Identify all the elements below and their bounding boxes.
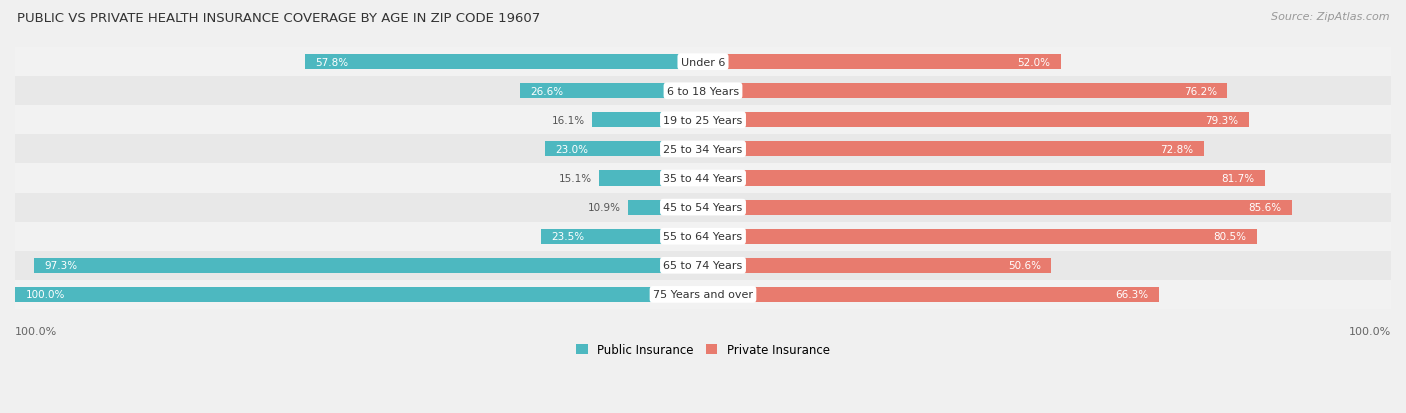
Legend: Public Insurance, Private Insurance: Public Insurance, Private Insurance (571, 338, 835, 361)
Text: Source: ZipAtlas.com: Source: ZipAtlas.com (1271, 12, 1389, 22)
Bar (541, 229, 703, 244)
Text: 66.3%: 66.3% (1116, 290, 1149, 300)
Bar (628, 200, 703, 215)
Bar (15, 135, 1391, 164)
Text: 100.0%: 100.0% (1348, 327, 1391, 337)
Text: PUBLIC VS PRIVATE HEALTH INSURANCE COVERAGE BY AGE IN ZIP CODE 19607: PUBLIC VS PRIVATE HEALTH INSURANCE COVER… (17, 12, 540, 25)
Text: 35 to 44 Years: 35 to 44 Years (664, 173, 742, 184)
Text: 6 to 18 Years: 6 to 18 Years (666, 87, 740, 97)
Text: 81.7%: 81.7% (1222, 173, 1254, 184)
Text: 19 to 25 Years: 19 to 25 Years (664, 116, 742, 126)
Text: 97.3%: 97.3% (44, 261, 77, 271)
Bar (703, 287, 1159, 302)
Text: 10.9%: 10.9% (588, 203, 621, 213)
Text: 23.0%: 23.0% (555, 145, 588, 154)
Text: 52.0%: 52.0% (1018, 57, 1050, 67)
Text: 100.0%: 100.0% (15, 327, 58, 337)
Bar (703, 171, 1265, 186)
Text: 57.8%: 57.8% (316, 57, 349, 67)
Bar (599, 171, 703, 186)
Bar (15, 106, 1391, 135)
Text: 65 to 74 Years: 65 to 74 Years (664, 261, 742, 271)
Bar (15, 48, 1391, 77)
Bar (703, 200, 1292, 215)
Bar (703, 55, 1060, 70)
Bar (15, 287, 703, 302)
Text: 85.6%: 85.6% (1249, 203, 1282, 213)
Bar (15, 222, 1391, 251)
Bar (305, 55, 703, 70)
Bar (703, 113, 1249, 128)
Bar (592, 113, 703, 128)
Text: 23.5%: 23.5% (551, 232, 585, 242)
Text: 55 to 64 Years: 55 to 64 Years (664, 232, 742, 242)
Text: 79.3%: 79.3% (1205, 116, 1239, 126)
Text: 45 to 54 Years: 45 to 54 Years (664, 203, 742, 213)
Bar (703, 142, 1204, 157)
Bar (15, 164, 1391, 193)
Bar (544, 142, 703, 157)
Text: 72.8%: 72.8% (1160, 145, 1194, 154)
Text: 50.6%: 50.6% (1008, 261, 1040, 271)
Text: 16.1%: 16.1% (553, 116, 585, 126)
Text: 75 Years and over: 75 Years and over (652, 290, 754, 300)
Text: 80.5%: 80.5% (1213, 232, 1247, 242)
Bar (15, 193, 1391, 222)
Text: 26.6%: 26.6% (530, 87, 564, 97)
Text: Under 6: Under 6 (681, 57, 725, 67)
Bar (703, 84, 1227, 99)
Bar (520, 84, 703, 99)
Bar (34, 258, 703, 273)
Text: 15.1%: 15.1% (560, 173, 592, 184)
Bar (15, 251, 1391, 280)
Bar (703, 229, 1257, 244)
Bar (703, 258, 1052, 273)
Text: 25 to 34 Years: 25 to 34 Years (664, 145, 742, 154)
Text: 76.2%: 76.2% (1184, 87, 1218, 97)
Text: 100.0%: 100.0% (25, 290, 65, 300)
Bar (15, 77, 1391, 106)
Bar (15, 280, 1391, 309)
